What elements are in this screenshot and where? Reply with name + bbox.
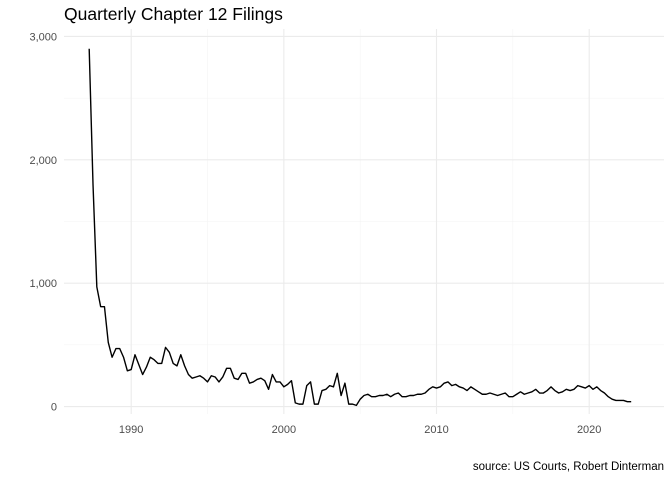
y-tick-label: 3,000 — [29, 31, 57, 43]
y-tick-label: 2,000 — [29, 155, 57, 167]
major-gridlines — [64, 29, 664, 414]
x-tick-label: 2010 — [424, 424, 448, 436]
x-tick-label: 1990 — [119, 424, 143, 436]
x-axis-tick-labels: 1990 2000 2010 2020 — [119, 424, 601, 436]
x-tick-label: 2020 — [577, 424, 601, 436]
y-tick-label: 0 — [51, 402, 57, 414]
chart-title: Quarterly Chapter 12 Filings — [64, 4, 283, 24]
series-layer — [88, 48, 632, 407]
minor-gridlines — [64, 29, 664, 414]
x-tick-label: 2000 — [272, 424, 296, 436]
chart-caption: source: US Courts, Robert Dinterman — [473, 461, 664, 473]
y-tick-label: 1,000 — [29, 278, 57, 290]
y-axis-tick-labels: 0 1,000 2,000 3,000 — [29, 31, 57, 413]
filings-series-line — [88, 48, 632, 407]
